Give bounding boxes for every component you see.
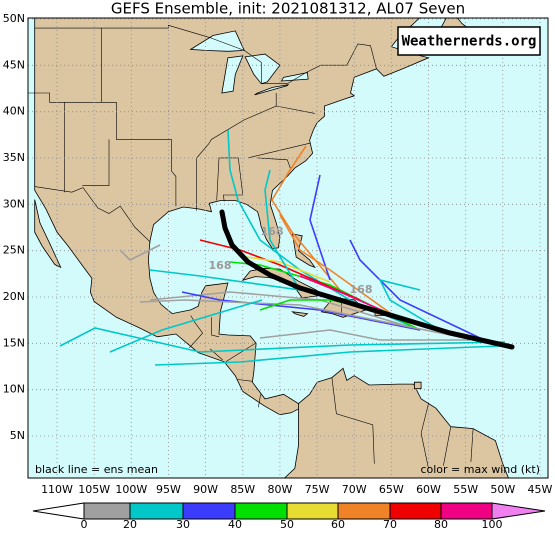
colorbar-segment: [440, 502, 493, 520]
lon-label: 100W: [115, 483, 147, 496]
colorbar-label: 0: [81, 518, 88, 531]
lat-label: 10N: [3, 383, 25, 396]
colorbar-label: 50: [280, 518, 294, 531]
lat-label: 50N: [3, 12, 25, 25]
border: [247, 142, 311, 159]
track-label: 168: [261, 225, 284, 238]
ensemble-mean-track: [219, 209, 515, 350]
colorbar-label: 80: [434, 518, 448, 531]
border: [189, 315, 203, 349]
lon-label: 55W: [453, 483, 478, 496]
ensemble-track: [279, 214, 401, 321]
lake: [244, 53, 281, 85]
lake: [221, 55, 244, 94]
colorbar-segment: [129, 502, 184, 520]
colorbar-label: 40: [228, 518, 242, 531]
border: [28, 92, 102, 103]
ensemble-track: [149, 291, 421, 331]
ensemble-track: [109, 299, 263, 353]
title: GEFS Ensemble, init: 2021081312, AL07 Se…: [111, 0, 465, 18]
border: [211, 317, 220, 338]
lon-label: 45W: [528, 483, 553, 496]
lat-label: 5N: [10, 429, 25, 442]
ensemble-track: [227, 129, 421, 331]
lake: [280, 72, 309, 82]
lat-label: 40N: [3, 105, 25, 118]
lon-label: 65W: [379, 483, 404, 496]
watermark: Weathernerds.org: [402, 34, 537, 50]
tracks: 168 168 168: [59, 129, 515, 366]
border: [34, 24, 377, 84]
colorbar-label: 30: [176, 518, 190, 531]
colorbar-label: 60: [331, 518, 345, 531]
lon-label: 85W: [230, 483, 255, 496]
lon-label: 105W: [78, 483, 110, 496]
legend-color: color = max wind (kt): [420, 463, 540, 476]
lat-label: 35N: [3, 151, 25, 164]
lon-label: 70W: [342, 483, 367, 496]
lat-label: 45N: [3, 58, 25, 71]
border: [257, 157, 291, 169]
lat-label: 15N: [3, 336, 25, 349]
lon-label: 60W: [416, 483, 441, 496]
map-frame: [27, 17, 549, 479]
ensemble-track: [154, 345, 501, 366]
ensemble-track: [309, 174, 331, 281]
border: [443, 426, 452, 466]
legend-mean: black line = ens mean: [35, 463, 158, 476]
ensemble-track: [264, 169, 301, 291]
colorbar-segment: [182, 502, 236, 520]
border: [216, 157, 244, 202]
colorbar-segment: [337, 502, 391, 520]
colorbar-segment: [234, 502, 288, 520]
colorbar-segment: [286, 502, 339, 520]
border: [470, 428, 474, 463]
colorbar-label: 70: [383, 518, 397, 531]
south-america: [283, 367, 509, 478]
ensemble-track: [139, 299, 451, 336]
border: [276, 105, 315, 114]
watermark-box: [397, 26, 541, 56]
track-label: 168: [209, 259, 232, 272]
colorbar-arrow-left: [32, 502, 85, 520]
colorbar-segment: [389, 502, 442, 520]
border: [225, 343, 256, 363]
border: [34, 186, 151, 243]
ensemble-track: [149, 269, 301, 291]
baja: [34, 199, 62, 269]
border: [331, 377, 375, 464]
border: [82, 139, 110, 186]
colorbar-segment: [83, 502, 131, 520]
jamaica: [291, 311, 309, 317]
track-label: 168: [350, 283, 373, 296]
ensemble-track: [259, 329, 470, 341]
lon-label: 50W: [490, 483, 515, 496]
lon-label: 90W: [193, 483, 218, 496]
ensemble-track: [239, 255, 331, 283]
ensemble-track: [378, 278, 441, 331]
colorbar-label: 20: [123, 518, 137, 531]
border: [237, 379, 253, 382]
ensemble-track: [119, 244, 161, 261]
lat-label: 25N: [3, 244, 25, 257]
bahamas: [292, 233, 316, 269]
ensemble-track: [181, 291, 421, 331]
lat-label: 20N: [3, 290, 25, 303]
border: [420, 403, 429, 469]
lon-label: 95W: [156, 483, 181, 496]
ensemble-track: [199, 239, 361, 301]
border: [258, 394, 261, 408]
border: [101, 28, 177, 207]
ensemble-track: [59, 327, 506, 353]
lat-label: 30N: [3, 197, 25, 210]
lon-label: 80W: [267, 483, 292, 496]
trinidad: [413, 381, 422, 390]
lon-label: 110W: [41, 483, 73, 496]
colorbar-arrow-right: [491, 502, 546, 520]
lon-label: 75W: [305, 483, 330, 496]
colorbar-label: 100: [482, 518, 503, 531]
colorbar: 0 20 30 40 50 60 70 80 100: [32, 502, 546, 531]
